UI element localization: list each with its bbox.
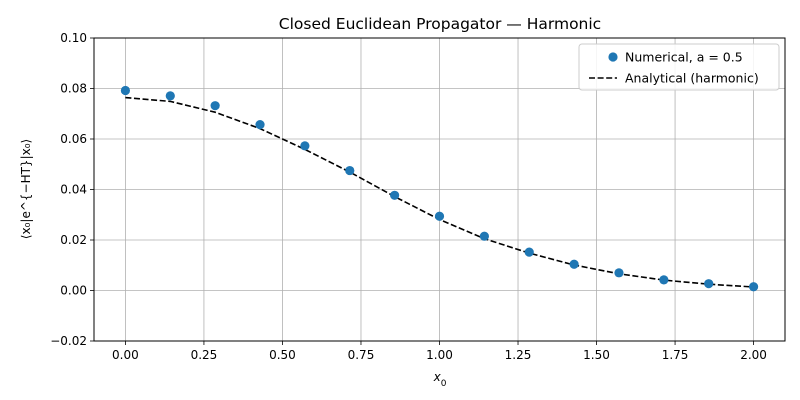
data-point-numerical (614, 268, 624, 278)
y-tick-label: 0.08 (60, 82, 87, 96)
x-tick-label: 1.00 (426, 348, 453, 362)
data-point-numerical (300, 141, 310, 151)
y-tick-label: 0.04 (60, 183, 87, 197)
legend-label: Numerical, a = 0.5 (625, 50, 743, 65)
x-tick-label: 0.00 (112, 348, 139, 362)
data-point-numerical (479, 231, 489, 241)
x-tick-label: 2.00 (740, 348, 767, 362)
x-tick-label: 0.25 (191, 348, 218, 362)
y-axis-label: ⟨x₀|e^{−HT}|x₀⟩ (19, 139, 33, 239)
data-point-numerical (434, 211, 445, 221)
data-point-numerical (390, 190, 400, 200)
series-layer (120, 85, 759, 292)
y-tick-label: 0.02 (60, 233, 87, 247)
x-tick-label: 1.75 (662, 348, 689, 362)
y-tick-label: 0.06 (60, 132, 87, 146)
data-point-numerical (748, 282, 759, 292)
x-tick-label: 1.50 (583, 348, 610, 362)
data-point-numerical (704, 279, 714, 289)
data-point-numerical (345, 165, 355, 176)
legend-box (578, 43, 780, 91)
legend-label: Analytical (harmonic) (625, 71, 759, 86)
x-tick-label: 0.75 (348, 348, 375, 362)
data-point-numerical (255, 120, 265, 130)
ticks: 0.00 0.25 0.50 0.75 1.00 1.25 1.50 1.75 2.00 −0.0… (50, 31, 767, 362)
x-axis-label: x0 (433, 370, 447, 389)
x-tick-label: 1.25 (505, 348, 532, 362)
data-point-numerical (210, 101, 220, 111)
data-point-numerical (120, 85, 131, 96)
legend-marker-numerical (608, 52, 618, 62)
data-point-numerical (569, 259, 579, 269)
y-tick-label: −0.02 (50, 334, 87, 348)
data-point-numerical (524, 247, 534, 257)
x-tick-label: 0.50 (269, 348, 296, 362)
data-point-numerical (659, 275, 669, 285)
data-point-numerical (165, 91, 175, 101)
y-tick-label: 0.10 (60, 31, 87, 45)
chart-title: Closed Euclidean Propagator — Harmonic (279, 15, 601, 33)
legend: Numerical, a = 0.5 Analytical (harmonic) (578, 43, 780, 91)
y-tick-label: 0.00 (60, 284, 87, 298)
